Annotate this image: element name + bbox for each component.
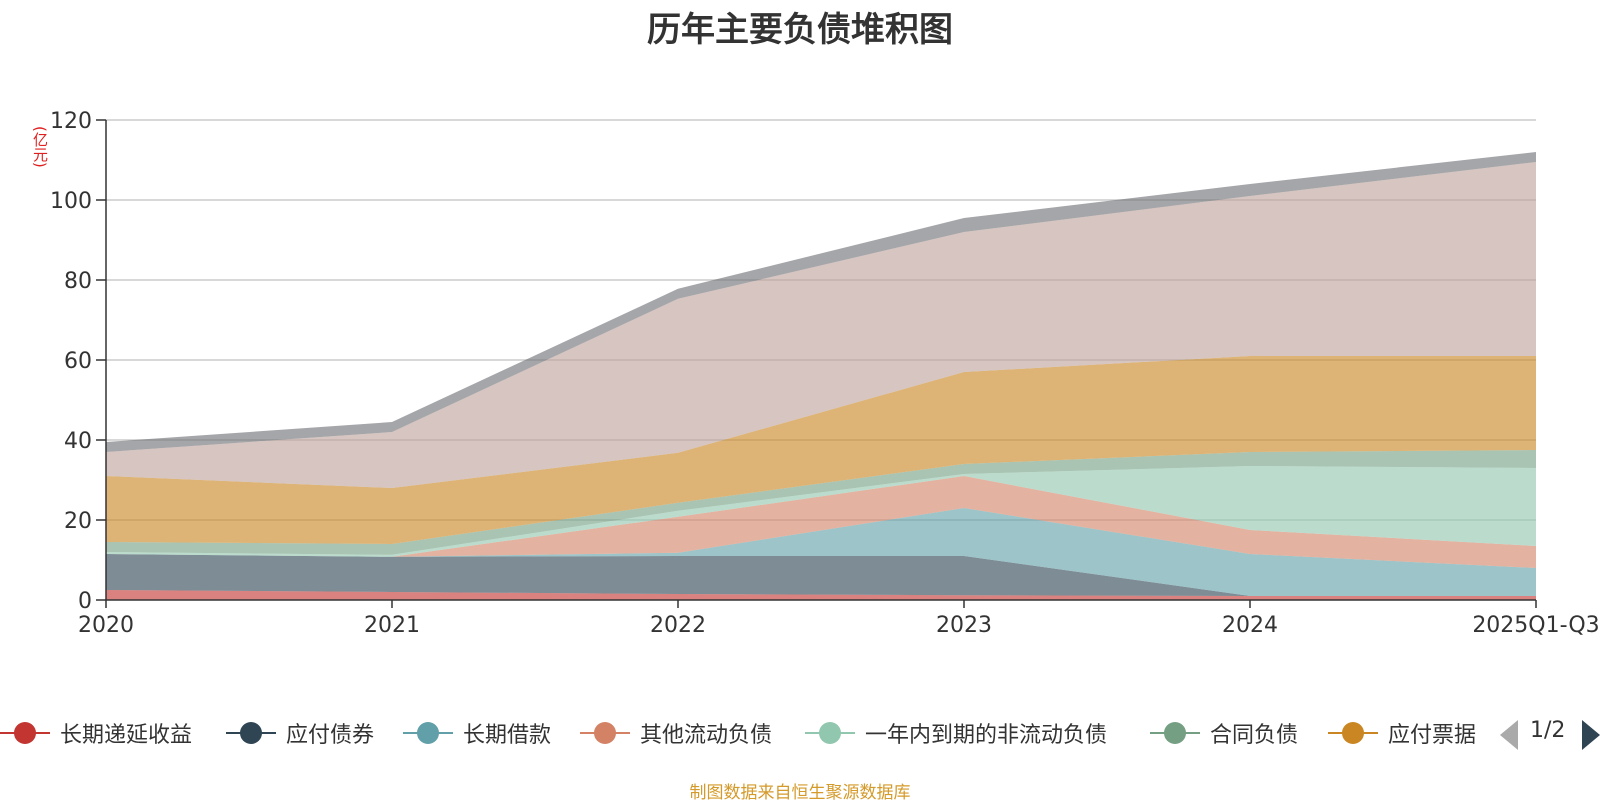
y-tick-label: 40: [64, 429, 92, 454]
axes: 0 20 40 60 80 100 120 2020 2021 2022 2023 2024 2025Q…: [50, 109, 1600, 638]
legend-marker-icon: [226, 716, 276, 750]
legend-label: 长期借款: [463, 723, 552, 748]
legend-label: 长期递延收益: [60, 723, 193, 748]
area-series-应付票据: [106, 356, 1536, 544]
legend-item[interactable]: 长期递延收益: [0, 716, 192, 750]
legend-marker-icon: [403, 716, 453, 750]
stacked-area-chart: 0 20 40 60 80 100 120 2020 2021 2022 2023 2024 2025Q…: [50, 109, 1600, 638]
area-series-其他流动负债: [106, 476, 1536, 568]
x-tick-label: 2024: [1222, 613, 1278, 638]
legend: 长期递延收益 应付债券 长期借款 其他流动负债 一年内到期的非流动负债 合同负债 应付票据: [0, 716, 1600, 750]
chart-title: 历年主要负债堆积图: [647, 10, 953, 50]
y-tick-label: 60: [64, 349, 92, 374]
legend-item[interactable]: 其他流动负债: [580, 716, 772, 750]
legend-item[interactable]: 合同负债: [1150, 716, 1298, 750]
legend-next-page-icon[interactable]: [1582, 720, 1600, 750]
y-tick-label: 120: [50, 109, 92, 134]
x-tick-label: 2021: [364, 613, 420, 638]
y-tick-label: 100: [50, 189, 92, 214]
legend-marker-icon: [1328, 716, 1378, 750]
y-tick-label: 0: [78, 589, 92, 614]
x-tick-label: 2022: [650, 613, 706, 638]
legend-label: 一年内到期的非流动负债: [865, 723, 1108, 748]
area-series: [106, 152, 1536, 600]
legend-item[interactable]: 应付票据: [1328, 716, 1476, 750]
legend-marker-icon: [0, 716, 50, 750]
legend-marker-icon: [1150, 716, 1200, 750]
legend-marker-icon: [805, 716, 855, 750]
legend-marker-icon: [580, 716, 630, 750]
area-series-长期借款: [106, 508, 1536, 596]
y-tick-label: 80: [64, 269, 92, 294]
legend-label: 其他流动负债: [640, 723, 773, 748]
x-tick-label: 2023: [936, 613, 992, 638]
legend-page-indicator: 1/2: [1530, 718, 1566, 743]
y-axis-unit: (亿元): [31, 126, 49, 168]
x-tick-label: 2025Q1-Q3: [1472, 613, 1599, 638]
area-series-一年内到期的非流动负债: [106, 466, 1536, 557]
legend-item[interactable]: 长期借款: [403, 716, 551, 750]
area-series-应付债券: [106, 554, 1536, 596]
legend-label: 合同负债: [1210, 723, 1299, 748]
legend-prev-page-icon[interactable]: [1500, 720, 1518, 750]
legend-item[interactable]: 应付债券: [226, 716, 374, 750]
legend-item[interactable]: 一年内到期的非流动负债: [805, 716, 1107, 750]
x-tick-label: 2020: [78, 613, 134, 638]
y-tick-label: 20: [64, 509, 92, 534]
legend-label: 应付票据: [1388, 723, 1477, 748]
data-source-footer: 制图数据来自恒生聚源数据库: [689, 783, 911, 803]
legend-label: 应付债券: [286, 723, 375, 748]
area-series-合同负债: [106, 450, 1536, 555]
area-series-应付账款: [106, 162, 1536, 488]
